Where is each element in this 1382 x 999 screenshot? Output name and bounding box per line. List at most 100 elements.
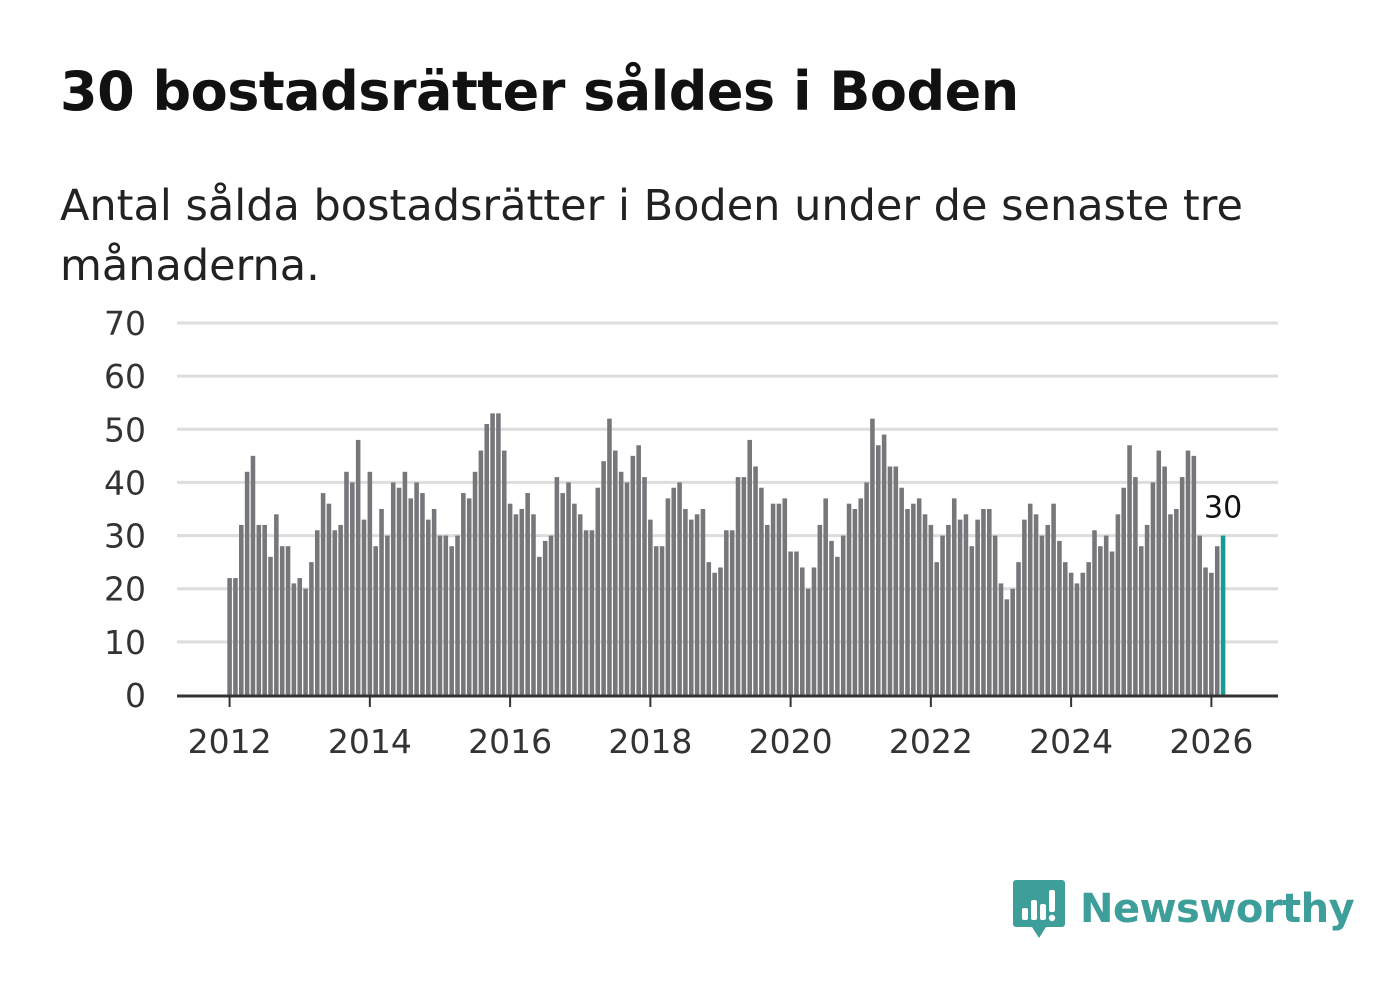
bar [946, 524, 951, 695]
bar [724, 530, 729, 695]
bar [1174, 509, 1179, 695]
bar [1010, 588, 1015, 695]
x-tick-label: 2026 [1169, 722, 1253, 761]
bar [1080, 572, 1086, 695]
bar [811, 567, 817, 695]
bar [507, 503, 513, 695]
bar [309, 562, 314, 695]
bar [577, 514, 583, 695]
bar [320, 493, 326, 695]
y-tick-label: 50 [104, 410, 146, 449]
bar [648, 519, 653, 695]
bar [800, 567, 805, 695]
bar [782, 498, 788, 695]
bar [1209, 572, 1214, 695]
chart-subtitle: Antal sålda bostadsrätter i Boden under … [60, 181, 1243, 291]
bar [700, 509, 706, 695]
x-axis-ticks: 2012 2014 2016 2018 2020 2022 2024 2026 [188, 696, 1253, 761]
bar [712, 572, 717, 695]
bar [911, 503, 916, 695]
bar [379, 509, 384, 695]
bar [1057, 540, 1062, 695]
bar [642, 477, 647, 695]
bar [688, 519, 694, 695]
bar [1115, 514, 1121, 695]
bar [1121, 487, 1126, 695]
bar [513, 514, 519, 695]
bar [443, 535, 449, 695]
bar [840, 535, 846, 695]
bar [624, 482, 630, 695]
bar [653, 546, 659, 695]
bar [998, 583, 1004, 695]
bar [332, 530, 338, 695]
y-tick-label: 70 [104, 304, 146, 343]
bar [764, 524, 770, 695]
bar [274, 514, 279, 695]
bar [1144, 524, 1150, 695]
bar [794, 551, 799, 695]
bar [601, 461, 606, 695]
bar [1098, 546, 1103, 695]
bar [414, 482, 419, 695]
bar [928, 524, 934, 695]
bar [449, 546, 454, 695]
bar [922, 514, 928, 695]
bar [975, 519, 980, 695]
bar [706, 562, 712, 695]
bar [390, 482, 396, 695]
bar [350, 482, 355, 695]
bar [1074, 583, 1080, 695]
bar [916, 498, 922, 695]
y-tick-label: 60 [104, 357, 146, 396]
bar [519, 509, 525, 695]
bar [852, 509, 858, 695]
bar [227, 578, 232, 695]
bar [735, 477, 741, 695]
bar [408, 498, 414, 695]
bar [1156, 450, 1162, 695]
bar [490, 413, 495, 695]
bar [426, 519, 431, 695]
bar [344, 471, 349, 695]
bar [314, 530, 320, 695]
bar [548, 535, 554, 695]
bar [864, 482, 869, 695]
x-tick-label: 2016 [468, 722, 552, 761]
bar [683, 509, 688, 695]
bar [1150, 482, 1156, 695]
x-tick-label: 2022 [889, 722, 973, 761]
bar [969, 546, 975, 695]
bar [671, 487, 677, 695]
bar [875, 445, 881, 695]
bar [630, 455, 636, 695]
bar [940, 535, 945, 695]
bar [987, 509, 992, 695]
chart-title: 30 bostadsrätter såldes i Boden [60, 60, 1019, 123]
bar [636, 445, 641, 695]
bar [496, 413, 501, 695]
bar [1022, 519, 1027, 695]
bar-latest [1220, 535, 1226, 695]
bar [618, 471, 624, 695]
bar [1039, 535, 1045, 695]
bar [1063, 562, 1068, 695]
bar [279, 546, 285, 695]
bar [537, 556, 542, 695]
bar [829, 540, 834, 695]
bar [1033, 514, 1039, 695]
bar [1109, 551, 1115, 695]
bar [1051, 503, 1056, 695]
bar [431, 509, 437, 695]
bar [1133, 477, 1138, 695]
bar [455, 535, 460, 695]
bar [957, 519, 963, 695]
bar [1027, 503, 1033, 695]
bar [466, 498, 472, 695]
bar [244, 471, 250, 695]
y-tick-label: 40 [104, 463, 146, 502]
bar [613, 450, 618, 695]
bar [887, 466, 893, 695]
bar-chart: 0 10 20 30 40 50 60 70 2012 2014 2016 2018 2020 2022… [104, 304, 1278, 761]
